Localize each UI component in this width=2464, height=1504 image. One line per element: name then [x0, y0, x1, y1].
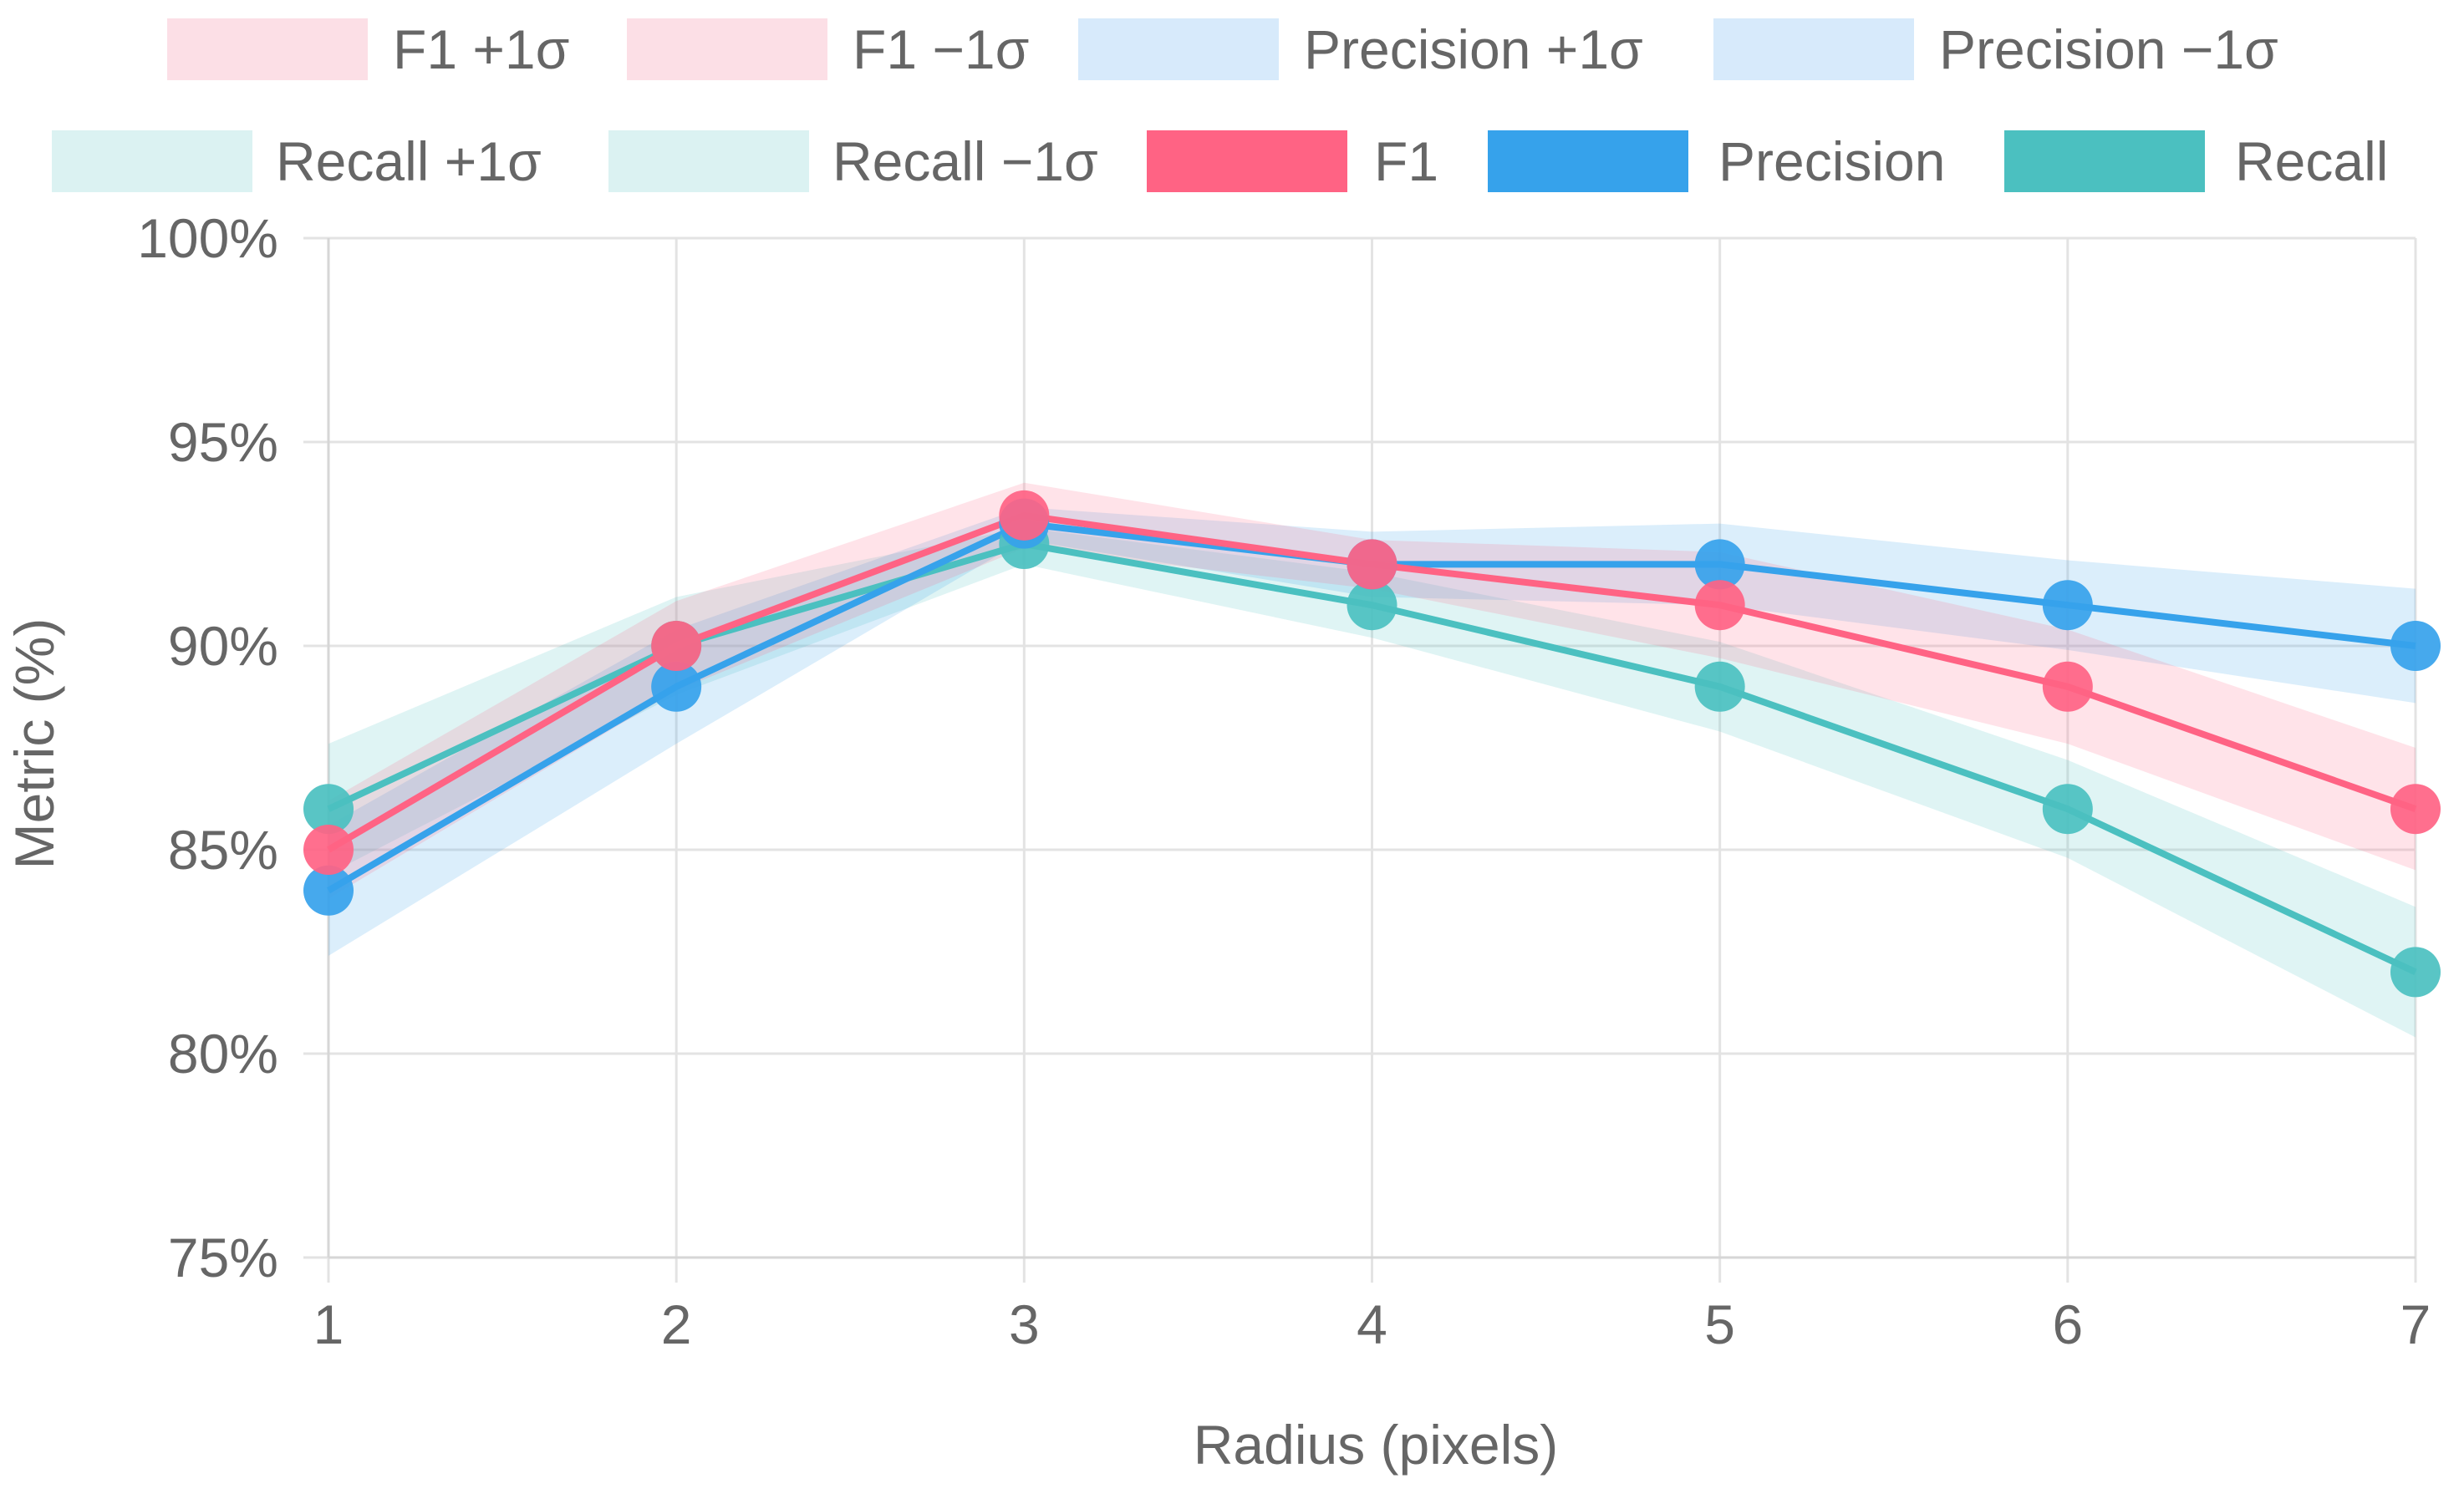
y-tick-label: 90% — [168, 615, 278, 677]
x-tick-label: 2 — [661, 1293, 692, 1355]
legend-swatch — [1147, 130, 1347, 192]
legend-item-f1-1[interactable]: F1 +1σ — [167, 18, 569, 80]
legend-label: Precision — [1718, 130, 1945, 192]
legend-label: Recall — [2235, 130, 2388, 192]
data-point-recall[interactable] — [2042, 784, 2093, 835]
legend-swatch — [1078, 18, 1279, 80]
legend-swatch — [167, 18, 368, 80]
data-point-precision[interactable] — [2390, 621, 2441, 671]
band-precision — [328, 507, 2416, 956]
data-point-f1[interactable] — [999, 490, 1050, 541]
y-tick-label: 100% — [137, 207, 278, 269]
legend-label: F1 −1σ — [853, 18, 1029, 80]
data-point-f1[interactable] — [1694, 580, 1745, 631]
x-tick-label: 4 — [1357, 1293, 1387, 1355]
legend-item-precision-1[interactable]: Precision −1σ — [1713, 18, 2278, 80]
x-tick-label: 6 — [2052, 1293, 2083, 1355]
legend-label: Precision +1σ — [1304, 18, 1643, 80]
legend-item-recall-1[interactable]: Recall −1σ — [608, 130, 1098, 192]
x-axis-title: Radius (pixels) — [1194, 1414, 1558, 1476]
legend-swatch — [1713, 18, 1914, 80]
data-point-recall[interactable] — [1347, 580, 1397, 631]
legend-item-precision[interactable]: Precision — [1488, 130, 1945, 192]
chart-points — [303, 490, 2441, 998]
legend-label: Precision −1σ — [1939, 18, 2278, 80]
legend-label: F1 — [1374, 130, 1438, 192]
legend-swatch — [2004, 130, 2205, 192]
x-tick-label: 3 — [1009, 1293, 1040, 1355]
data-point-recall[interactable] — [2390, 947, 2441, 998]
data-point-precision[interactable] — [1694, 539, 1745, 590]
legend-label: Recall −1σ — [832, 130, 1098, 192]
y-tick-label: 85% — [168, 819, 278, 881]
legend-swatch — [627, 18, 827, 80]
legend-item-precision-1[interactable]: Precision +1σ — [1078, 18, 1643, 80]
legend-item-f1[interactable]: F1 — [1147, 130, 1438, 192]
chart-legend: F1 +1σ F1 −1σ Precision +1σ Precision −1σ Re… — [52, 18, 2388, 192]
legend-item-recall-1[interactable]: Recall +1σ — [52, 130, 542, 192]
data-point-recall[interactable] — [1694, 661, 1745, 712]
data-point-precision[interactable] — [651, 661, 702, 712]
x-tick-label: 5 — [1704, 1293, 1735, 1355]
y-tick-label: 95% — [168, 411, 278, 473]
legend-item-f1-1[interactable]: F1 −1σ — [627, 18, 1029, 80]
band-f1 — [328, 482, 2416, 899]
data-point-f1[interactable] — [2042, 661, 2093, 712]
legend-label: F1 +1σ — [393, 18, 569, 80]
data-point-precision[interactable] — [2042, 580, 2093, 631]
legend-swatch — [1488, 130, 1688, 192]
y-tick-label: 75% — [168, 1227, 278, 1288]
data-point-f1[interactable] — [303, 825, 354, 875]
x-tick-label: 1 — [313, 1293, 344, 1355]
legend-item-recall[interactable]: Recall — [2004, 130, 2388, 192]
y-axis-title: Metric (%) — [3, 618, 65, 870]
data-point-f1[interactable] — [2390, 784, 2441, 835]
x-tick-label: 7 — [2400, 1293, 2431, 1355]
data-point-f1[interactable] — [651, 621, 702, 671]
legend-swatch — [52, 130, 252, 192]
chart-axes-labels: Metric (%) Radius (pixels) — [3, 618, 1558, 1476]
data-point-f1[interactable] — [1347, 539, 1397, 590]
legend-swatch — [608, 130, 809, 192]
y-tick-label: 80% — [168, 1023, 278, 1085]
legend-label: Recall +1σ — [276, 130, 542, 192]
data-point-recall[interactable] — [303, 784, 354, 835]
data-point-precision[interactable] — [303, 865, 354, 916]
chart-grid: 75% 80% 85% 90% 95% 100% 1 2 3 4 5 6 7 — [137, 207, 2431, 1355]
